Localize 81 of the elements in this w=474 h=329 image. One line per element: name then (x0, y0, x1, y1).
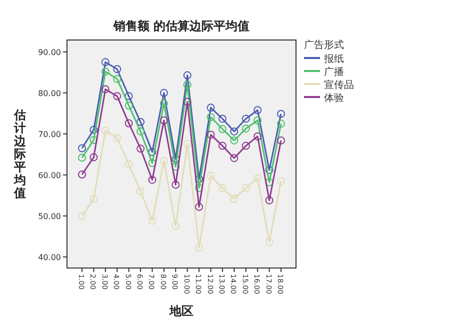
y-tick-label: 90.00 (38, 48, 61, 57)
point (78, 212, 86, 220)
point (265, 196, 274, 204)
point (206, 130, 215, 139)
point (206, 113, 215, 122)
point (183, 71, 192, 80)
point (206, 104, 215, 112)
point (136, 118, 145, 126)
point (160, 156, 168, 165)
point (148, 216, 156, 225)
point (218, 124, 226, 133)
point (78, 170, 86, 179)
point (113, 134, 122, 142)
point (183, 80, 192, 89)
point (136, 187, 145, 196)
point (277, 110, 285, 118)
point (230, 154, 238, 162)
point (183, 98, 192, 106)
point (136, 127, 145, 136)
y-tick-label: 60.00 (38, 170, 61, 180)
point (254, 116, 262, 124)
point (78, 144, 86, 152)
point (218, 114, 226, 123)
point (172, 180, 180, 189)
point (206, 172, 215, 180)
point (124, 119, 133, 128)
y-axis-title: 估计边际平均值 (13, 108, 27, 200)
point (230, 194, 238, 203)
point (160, 116, 168, 124)
legend-title: 广告形式 (304, 39, 344, 51)
point (113, 74, 122, 83)
point (195, 184, 204, 192)
point (160, 100, 168, 108)
legend-label: 体验 (324, 92, 344, 104)
legend-label: 广播 (324, 66, 344, 78)
y-tick-label: 80.00 (38, 88, 61, 98)
point (242, 184, 250, 192)
point (254, 132, 262, 140)
point (148, 148, 156, 156)
point (242, 114, 250, 123)
point (230, 127, 238, 136)
point (254, 174, 262, 182)
y-tick-label: 70.00 (38, 130, 61, 139)
point (101, 58, 110, 66)
point (90, 153, 98, 162)
point (148, 176, 156, 184)
point (242, 142, 250, 150)
point (160, 88, 168, 97)
chart-title: 销售额 的估算边际平均值 (112, 19, 250, 33)
y-tick-label: 50.00 (38, 212, 61, 221)
point (218, 184, 226, 192)
point (113, 92, 122, 100)
point (172, 222, 180, 230)
point (230, 136, 238, 144)
point (265, 238, 274, 246)
point (277, 177, 285, 186)
point (218, 142, 226, 150)
point (265, 166, 274, 174)
point (124, 102, 133, 110)
point (78, 154, 86, 162)
point (90, 136, 98, 144)
point (90, 194, 98, 203)
point (277, 136, 285, 144)
point (113, 65, 122, 74)
point (195, 244, 204, 252)
point (101, 85, 110, 94)
point (242, 124, 250, 133)
point (101, 126, 110, 135)
point (277, 120, 285, 128)
point (183, 140, 192, 148)
point (195, 202, 204, 211)
y-tick-label: 40.00 (38, 252, 61, 262)
point (124, 160, 133, 168)
legend-label: 报纸 (323, 53, 344, 65)
point (90, 126, 98, 134)
legend-label: 宣传品 (324, 79, 354, 91)
point (124, 92, 133, 100)
point (101, 68, 110, 76)
point (136, 144, 145, 153)
point (254, 106, 262, 114)
x-axis-title: 地区 (168, 304, 194, 318)
